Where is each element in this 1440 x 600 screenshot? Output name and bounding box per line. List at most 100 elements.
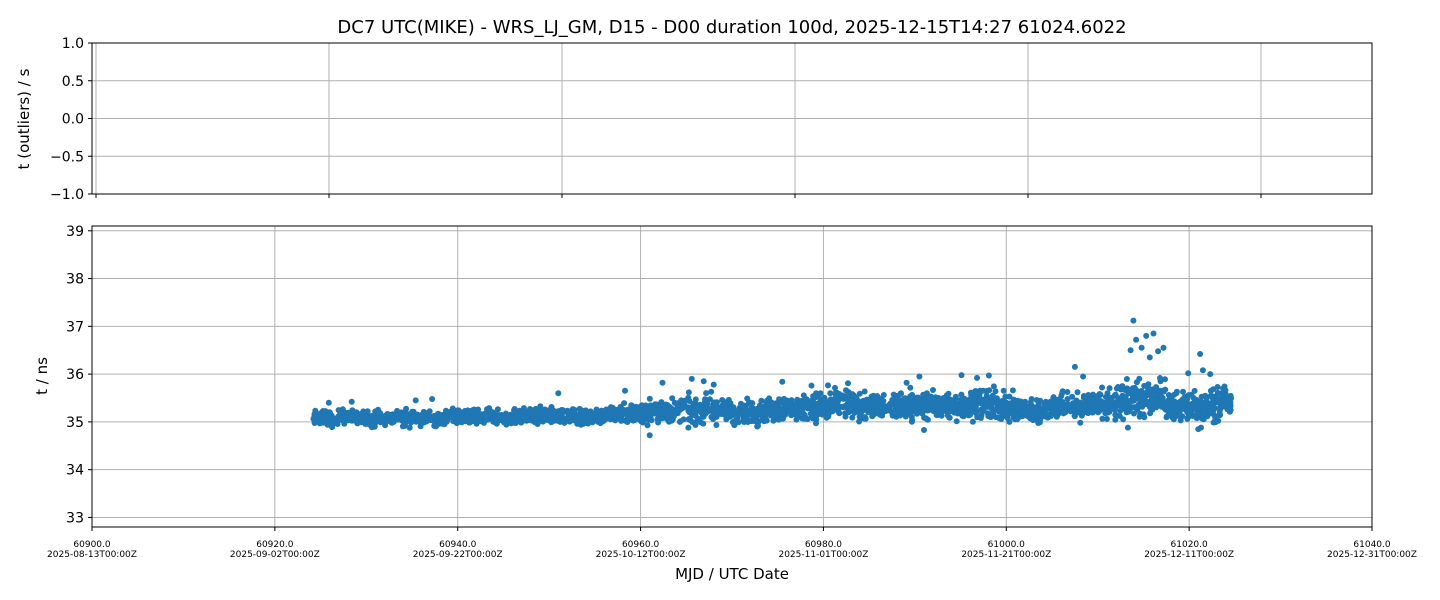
data-point — [981, 402, 988, 409]
data-point — [644, 422, 651, 429]
x-tick-label-mjd: 60920.0 — [256, 540, 293, 550]
data-point — [713, 402, 720, 409]
data-point — [1136, 375, 1143, 382]
data-point — [1184, 415, 1191, 422]
data-point — [750, 417, 757, 424]
main-grid — [92, 226, 1372, 527]
data-point — [820, 403, 827, 410]
data-point — [898, 391, 904, 397]
data-point — [1033, 397, 1040, 403]
data-point — [582, 407, 589, 414]
data-point-outlying — [1197, 351, 1204, 357]
data-point — [646, 395, 653, 402]
data-point — [1080, 408, 1086, 414]
data-point — [825, 382, 831, 389]
data-point — [450, 418, 457, 425]
data-point — [1210, 386, 1217, 393]
data-point — [831, 399, 838, 406]
data-point — [906, 403, 912, 410]
data-point — [501, 419, 507, 426]
data-point — [624, 419, 631, 425]
data-point — [961, 398, 968, 405]
data-point — [336, 415, 343, 422]
data-point — [856, 390, 863, 397]
data-point-outlying — [1080, 373, 1087, 380]
main-y-axis-label: t / ns — [33, 357, 51, 395]
data-point — [467, 416, 474, 423]
data-point — [703, 399, 710, 406]
data-point-outlying — [779, 378, 786, 385]
data-point — [1080, 394, 1087, 401]
data-point — [312, 407, 319, 414]
data-point — [1122, 387, 1129, 394]
data-point — [1052, 405, 1059, 412]
data-point — [1209, 399, 1216, 406]
data-point — [384, 417, 391, 424]
data-point — [1104, 393, 1111, 400]
data-point — [990, 383, 997, 390]
data-point — [555, 412, 562, 419]
data-point — [482, 416, 489, 423]
data-point — [685, 389, 692, 396]
data-point — [1190, 404, 1197, 411]
data-point — [1074, 389, 1081, 396]
data-point — [849, 414, 856, 421]
data-point — [775, 401, 782, 408]
data-point — [978, 406, 985, 413]
data-point — [703, 390, 710, 397]
data-point — [394, 408, 401, 415]
data-point — [566, 414, 573, 420]
data-point — [967, 411, 973, 418]
data-point — [885, 403, 891, 410]
data-point — [1222, 398, 1229, 405]
data-point — [804, 416, 811, 422]
data-point — [1024, 403, 1031, 410]
main-x-axis-label: MJD / UTC Date — [675, 565, 789, 583]
data-point — [686, 407, 693, 414]
data-point — [1041, 401, 1048, 408]
x-tick-label-mjd: 60960.0 — [622, 540, 659, 550]
data-point — [988, 404, 994, 411]
data-point — [710, 409, 717, 416]
data-point — [813, 416, 820, 423]
x-tick-label-mjd: 60980.0 — [805, 540, 842, 550]
data-point — [1131, 384, 1138, 391]
data-point-outlying — [1143, 332, 1150, 339]
data-point — [1095, 396, 1102, 403]
data-point — [951, 409, 958, 416]
data-point — [750, 405, 757, 412]
data-point — [977, 415, 984, 421]
data-point — [994, 406, 1001, 413]
data-point-outlying — [1127, 347, 1134, 354]
data-point — [879, 398, 886, 404]
data-point-outlying — [1155, 348, 1162, 355]
data-point — [957, 407, 964, 414]
data-point-outlying — [1124, 424, 1131, 431]
data-point-outlying — [1207, 371, 1214, 378]
data-point — [822, 398, 829, 405]
data-point — [942, 397, 948, 404]
data-point — [685, 424, 692, 431]
data-point — [1004, 404, 1011, 411]
data-point — [345, 409, 352, 416]
data-point — [356, 419, 362, 426]
data-point-outlying — [622, 387, 628, 394]
data-point — [1210, 419, 1217, 426]
data-point — [923, 415, 930, 422]
data-point — [935, 395, 942, 401]
data-point — [357, 411, 364, 417]
data-point — [915, 397, 922, 403]
data-point — [1216, 412, 1223, 419]
x-tick-label-mjd: 61040.0 — [1353, 540, 1390, 550]
data-point — [1096, 405, 1103, 412]
data-point — [1117, 407, 1124, 414]
chart-title: DC7 UTC(MIKE) - WRS_LJ_GM, D15 - D00 dur… — [337, 17, 1126, 38]
data-point — [1099, 415, 1106, 422]
data-point — [1071, 413, 1078, 420]
data-point — [1064, 389, 1071, 395]
data-point — [1096, 391, 1103, 397]
data-point — [730, 411, 737, 418]
data-point-outlying — [1071, 363, 1078, 370]
